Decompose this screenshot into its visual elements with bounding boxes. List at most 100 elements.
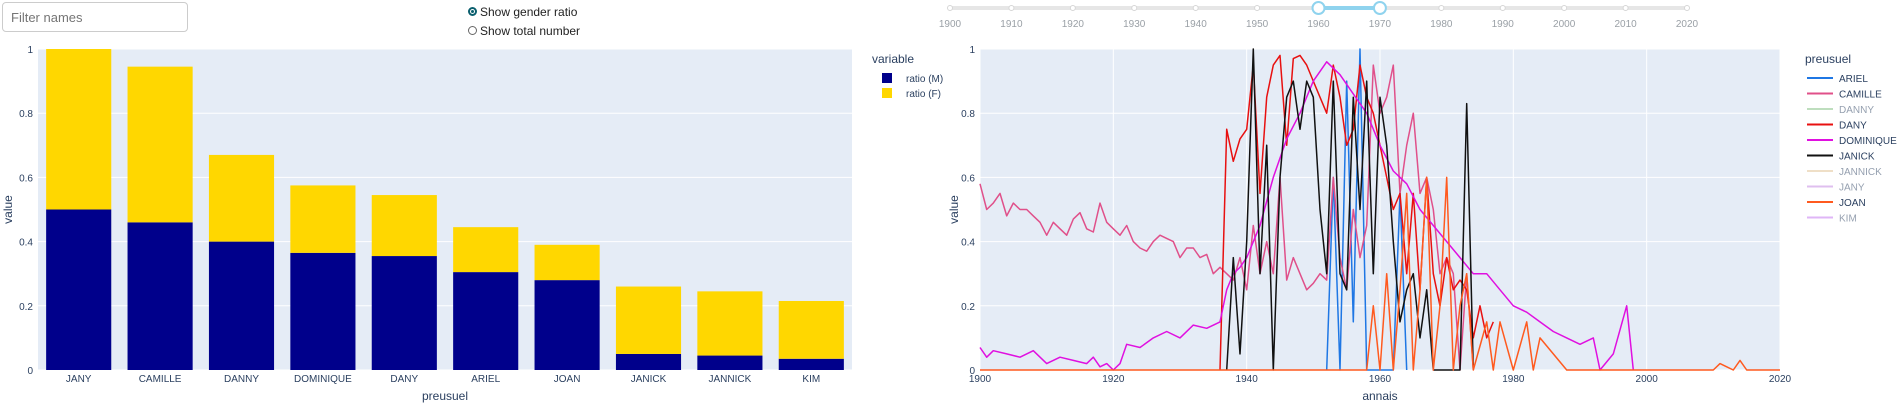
radio-show-gender-ratio[interactable]: Show gender ratio (468, 2, 580, 21)
slider-tick-label: 1980 (1430, 19, 1453, 30)
bar-ratiof (371, 195, 437, 257)
slider-tick-label: 2020 (1676, 19, 1699, 30)
line-janick (1225, 48, 1475, 371)
x-axis-title: annais (1362, 389, 1397, 403)
radio-label: Show gender ratio (480, 4, 578, 19)
x-tick-label: JANNICK (709, 374, 752, 385)
bar-ratiom (127, 222, 193, 370)
slider-tick-label: 1930 (1123, 19, 1146, 30)
bar-ratiom (290, 252, 356, 370)
slider-tick-label: 1910 (1000, 19, 1023, 30)
filter-names-input[interactable] (2, 2, 188, 32)
legend-item[interactable]: KIM (1839, 214, 1857, 225)
legend-swatch (882, 88, 892, 98)
legend-item[interactable]: JOAN (1839, 198, 1866, 209)
bar-ratiof (453, 227, 519, 273)
legend-item[interactable]: DOMINIQUE (1839, 136, 1897, 147)
x-tick-label: JOAN (554, 374, 581, 385)
legend-item[interactable]: JANY (1839, 183, 1865, 194)
bar-ratiom (615, 353, 682, 370)
slider-tick-label: 1960 (1307, 19, 1330, 30)
slider-tick-mark (1008, 5, 1015, 11)
year-range-slider[interactable]: 1900 1910 1920 1930 1940 1950 1960 1970 1980 1990… (925, 0, 1725, 40)
y-tick-label: 0.4 (19, 238, 33, 249)
y-axis-title: value (947, 195, 961, 224)
y-tick-label: 0.2 (19, 302, 33, 313)
x-tick-label: 1940 (1236, 374, 1259, 385)
slider-tick-label: 1990 (1492, 19, 1515, 30)
slider-tick-label: 1970 (1369, 19, 1392, 30)
x-tick-label: 1960 (1369, 374, 1392, 385)
slider-tick-mark (1254, 5, 1261, 11)
y-tick-label: 0.8 (961, 109, 975, 120)
y-tick-label: 0.6 (19, 173, 33, 184)
x-tick-label: JANY (66, 374, 92, 385)
slider-tick-mark (1684, 5, 1690, 11)
radio-show-total-number[interactable]: Show total number (468, 21, 580, 40)
x-axis-title: preusuel (422, 389, 468, 403)
legend-item[interactable]: ratio (F) (906, 89, 941, 100)
line-dominique (979, 61, 1635, 371)
slider-tick-label: 1900 (939, 19, 962, 30)
line-joan (980, 176, 1780, 371)
bar-ratiof (778, 300, 844, 359)
legend-item[interactable]: JANICK (1839, 152, 1875, 163)
x-tick-label: DANY (390, 374, 418, 385)
legend-item[interactable]: DANY (1839, 121, 1867, 132)
y-tick-label: 1 (27, 45, 33, 56)
x-tick-label: 1980 (1502, 374, 1525, 385)
y-axis-title: value (1, 195, 15, 224)
radio-unselected-indicator[interactable] (468, 26, 477, 35)
bar-ratiof (127, 66, 193, 223)
bar-ratiom (46, 209, 112, 370)
bar-ratiom (697, 355, 763, 370)
x-tick-label: 1920 (1102, 374, 1125, 385)
slider-handle-start[interactable] (1311, 1, 1326, 15)
slider-tick-mark (1622, 5, 1629, 11)
radio-label: Show total number (480, 23, 581, 38)
bar-ratiom (778, 358, 844, 370)
bar-ratiof (290, 185, 356, 253)
slider-tick-mark (1192, 5, 1199, 11)
legend-item[interactable]: ratio (M) (906, 74, 943, 85)
x-tick-label: KIM (802, 374, 820, 385)
y-tick-label: 0 (27, 366, 33, 377)
slider-tick-mark (1561, 5, 1568, 11)
slider-tick-label: 1950 (1246, 19, 1269, 30)
slider-tick-label: 1940 (1185, 19, 1208, 30)
y-tick-label: 0.8 (19, 109, 33, 120)
legend-item[interactable]: ARIEL (1839, 74, 1868, 85)
bar-ratiof (615, 286, 682, 354)
legend-swatch (882, 73, 892, 83)
y-tick-label: 0.2 (961, 302, 975, 313)
y-tick-label: 0.4 (961, 238, 975, 249)
bar-ratiof (534, 244, 600, 281)
y-tick-label: 1 (969, 45, 975, 56)
legend-title: variable (872, 52, 914, 66)
x-tick-label: 2000 (1636, 374, 1659, 385)
y-tick-label: 0.6 (961, 173, 975, 184)
slider-tick-mark (1069, 5, 1076, 11)
y-tick-label: 0 (969, 366, 975, 377)
bar-ratiom (453, 272, 519, 370)
legend-item[interactable]: DANNY (1839, 105, 1874, 116)
slider-tick-mark (1499, 5, 1506, 11)
display-mode-radio-group: Show gender ratio Show total number (468, 2, 580, 40)
x-tick-label: ARIEL (471, 374, 500, 385)
x-tick-label: JANICK (631, 374, 667, 385)
slider-tick-label: 2010 (1614, 19, 1637, 30)
ratio-over-years-line-chart: 0 0.2 0.4 0.6 0.8 1 1900 1920 1940 1960 1980 2000 20… (947, 45, 1897, 403)
line-dany (1219, 54, 1494, 371)
radio-selected-indicator[interactable] (468, 7, 477, 16)
bar-ratiof (208, 154, 275, 242)
legend-item[interactable]: JANNICK (1839, 167, 1882, 178)
gender-ratio-bar-chart: 0 0.2 0.4 0.6 0.8 1 JANY CAMILLE DANNY DOMINIQUE D… (1, 45, 943, 403)
bar-ratiof (697, 291, 763, 356)
legend-item[interactable]: CAMILLE (1839, 90, 1882, 101)
line-camille (979, 64, 1475, 371)
bar-ratiof (46, 49, 112, 210)
x-tick-label: DANNY (224, 374, 259, 385)
slider-tick-label: 1920 (1062, 19, 1085, 30)
slider-tick-mark (1438, 5, 1445, 11)
slider-handle-end[interactable] (1372, 1, 1387, 15)
